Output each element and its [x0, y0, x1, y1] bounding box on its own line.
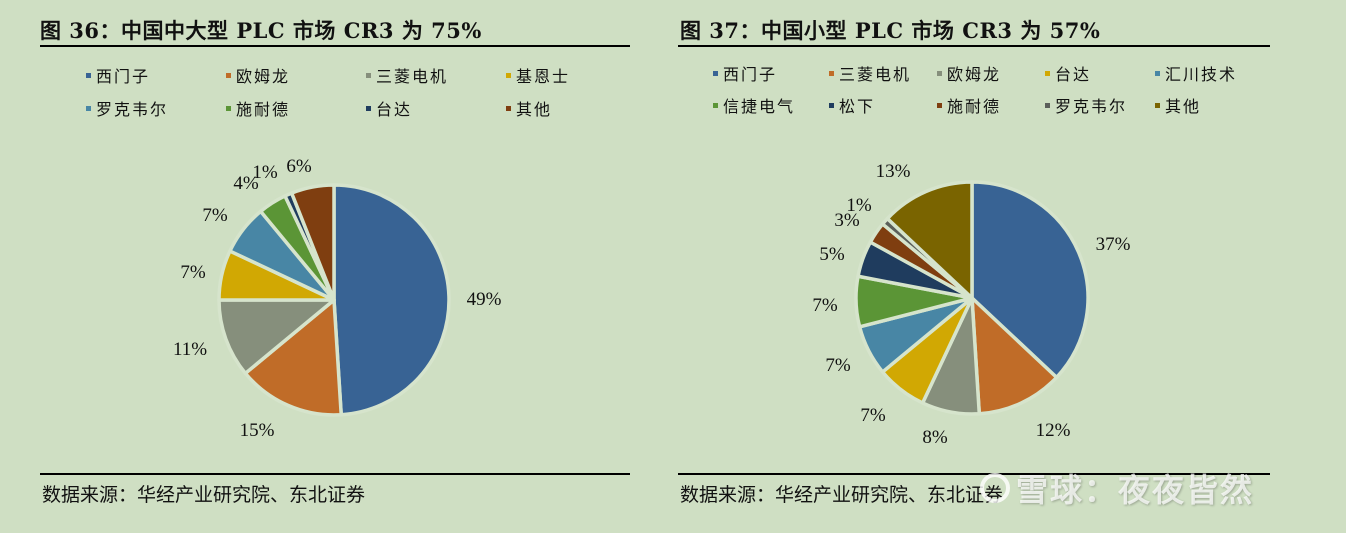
chart-panel-36: 图 36：中国中大型 PLC 市场 CR3 为 75% 西门子 欧姆龙 三菱电机 基恩… — [40, 18, 630, 506]
title-divider — [678, 45, 1270, 47]
legend-item: 罗克韦尔 — [1045, 93, 1127, 117]
legend-label: 三菱电机 — [376, 67, 449, 86]
legend-item: 松下 — [829, 93, 875, 117]
slice-label: 7% — [180, 262, 206, 283]
slice-label: 1% — [846, 195, 872, 216]
legend-item: 施耐德 — [226, 96, 290, 120]
legend-swatch-icon — [1155, 70, 1160, 76]
legend-item: 其他 — [506, 96, 552, 120]
pie-chart: 49%15%11%7%7%4%1% 6% — [173, 156, 502, 441]
slice-label: 7% — [202, 205, 228, 226]
legend-swatch-icon — [1155, 102, 1160, 108]
legend-item: 三菱电机 — [829, 61, 911, 85]
source-note: 数据来源：华经产业研究院、东北证券 — [42, 484, 366, 506]
pie-slice — [970, 180, 1090, 380]
legend-item: 欧姆龙 — [937, 61, 1001, 85]
legend-item: 罗克韦尔 — [86, 96, 168, 120]
legend-label: 欧姆龙 — [947, 65, 1002, 84]
legend-swatch-icon — [506, 105, 511, 111]
legend-label: 台达 — [376, 100, 413, 119]
legend-swatch-icon — [937, 102, 942, 108]
legend-item: 台达 — [366, 96, 412, 120]
source-note: 数据来源：华经产业研究院、东北证券 — [680, 484, 1004, 506]
slice-label: 6% — [286, 156, 312, 177]
legend-swatch-icon — [829, 70, 834, 76]
legend-swatch-icon — [829, 102, 834, 108]
legend-item: 三菱电机 — [366, 63, 448, 87]
slice-label: 5% — [819, 244, 845, 265]
legend-label: 罗克韦尔 — [96, 100, 169, 119]
legend-label: 汇川技术 — [1165, 65, 1238, 84]
legend-item: 施耐德 — [937, 93, 1001, 117]
legend-swatch-icon — [86, 105, 91, 111]
legend-label: 基恩士 — [516, 67, 571, 86]
slice-label: 37% — [1096, 234, 1131, 255]
pie-slice — [970, 296, 1059, 416]
pie-slice — [885, 180, 974, 300]
legend-swatch-icon — [713, 70, 718, 76]
legend-item: 台达 — [1045, 61, 1091, 85]
legend-item: 汇川技术 — [1155, 61, 1237, 85]
chart-title: 图 36：中国中大型 PLC 市场 CR3 为 75% — [40, 18, 482, 43]
legend-label: 施耐德 — [947, 97, 1002, 116]
slice-label: 49% — [467, 289, 502, 310]
legend-item: 信捷电气 — [713, 93, 795, 117]
snowball-logo-icon — [980, 473, 1010, 503]
pie-slice — [332, 183, 451, 417]
legend-swatch-icon — [1045, 70, 1050, 76]
legend-label: 信捷电气 — [723, 97, 796, 116]
title-divider — [40, 45, 630, 47]
slice-label: 1% — [252, 162, 278, 183]
slice-label: 4% — [233, 173, 259, 194]
slice-label: 13% — [876, 161, 911, 182]
legend-swatch-icon — [506, 72, 511, 78]
source-divider — [678, 473, 1270, 475]
legend-item: 其他 — [1155, 93, 1201, 117]
watermark: 雪球：夜夜皆然 — [980, 465, 1254, 511]
chart-panel-37: 图 37：中国小型 PLC 市场 CR3 为 57% 西门子 三菱电机 欧姆龙 台达 汇… — [673, 0, 1346, 533]
slice-label: 8% — [922, 427, 948, 448]
legend-label: 其他 — [516, 100, 553, 119]
pie-chart: 37% 12% 8% 7% 7% 7% 5% 3%1%13% — [812, 161, 1131, 448]
slice-label: 15% — [240, 420, 275, 441]
legend-label: 三菱电机 — [839, 65, 912, 84]
legend-label: 松下 — [839, 97, 876, 116]
legend-item: 西门子 — [713, 61, 777, 85]
chart-title: 图 37：中国小型 PLC 市场 CR3 为 57% — [680, 18, 1101, 43]
legend-swatch-icon — [1045, 102, 1050, 108]
slice-label: 7% — [860, 405, 886, 426]
legend-label: 西门子 — [96, 67, 151, 86]
slice-label: 7% — [812, 295, 838, 316]
legend-label: 台达 — [1055, 65, 1092, 84]
legend-swatch-icon — [366, 105, 371, 111]
legend-swatch-icon — [713, 102, 718, 108]
legend-item: 欧姆龙 — [226, 63, 290, 87]
slice-label: 3% — [834, 210, 860, 231]
legend-label: 其他 — [1165, 97, 1202, 116]
pie-slice — [243, 298, 343, 417]
legend-item: 西门子 — [86, 63, 150, 87]
legend-swatch-icon — [86, 72, 91, 78]
watermark-text: 雪球：夜夜皆然 — [1016, 471, 1255, 509]
legend-swatch-icon — [226, 105, 231, 111]
slice-label: 12% — [1036, 420, 1071, 441]
legend-item: 基恩士 — [506, 63, 570, 87]
legend-label: 西门子 — [723, 65, 778, 84]
legend-swatch-icon — [937, 70, 942, 76]
pie-slice — [289, 183, 336, 302]
legend-label: 罗克韦尔 — [1055, 97, 1128, 116]
legend-swatch-icon — [366, 72, 371, 78]
slice-label: 7% — [825, 355, 851, 376]
source-divider — [40, 473, 630, 475]
slice-label: 11% — [173, 339, 207, 360]
legend-swatch-icon — [226, 72, 231, 78]
legend-label: 施耐德 — [236, 100, 291, 119]
legend-label: 欧姆龙 — [236, 67, 291, 86]
